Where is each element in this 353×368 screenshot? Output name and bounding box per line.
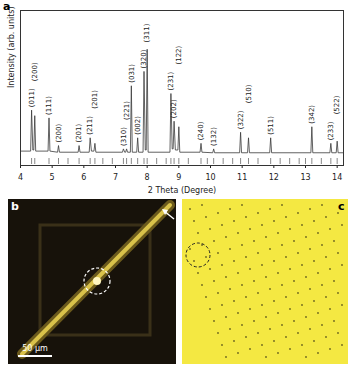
svg-text:(132): (132) (210, 127, 218, 146)
svg-text:8: 8 (145, 173, 150, 182)
svg-text:(511): (511) (267, 116, 275, 135)
svg-text:9: 9 (176, 173, 181, 182)
svg-text:(320): (320) (140, 49, 148, 68)
svg-text:(342): (342) (308, 105, 316, 124)
svg-text:(201): (201) (91, 90, 99, 109)
svg-text:(510): (510) (245, 84, 253, 103)
svg-text:(002): (002) (134, 116, 142, 135)
svg-text:(122): (122) (175, 45, 183, 64)
svg-text:(322): (322) (237, 110, 245, 129)
svg-text:(111): (111) (45, 96, 53, 115)
svg-text:4: 4 (18, 173, 23, 182)
svg-text:(233): (233) (327, 121, 335, 140)
svg-text:(240): (240) (197, 121, 205, 140)
svg-text:(221): (221) (123, 101, 131, 120)
svg-text:(201): (201) (75, 123, 83, 142)
svg-text:11: 11 (237, 173, 247, 182)
svg-text:(011): (011) (28, 88, 36, 107)
svg-text:b: b (11, 200, 19, 213)
svg-text:2 Theta (Degree): 2 Theta (Degree) (148, 186, 216, 195)
svg-text:(231): (231) (167, 71, 175, 90)
svg-text:Intensity (arb. units): Intensity (arb. units) (7, 6, 16, 88)
svg-text:13: 13 (300, 173, 310, 182)
svg-text:14: 14 (332, 173, 342, 182)
svg-text:(522): (522) (333, 95, 341, 114)
svg-text:6: 6 (81, 173, 86, 182)
svg-text:(311): (311) (143, 23, 151, 42)
svg-text:5: 5 (50, 173, 55, 182)
svg-text:(200): (200) (31, 62, 39, 81)
svg-text:c: c (338, 200, 345, 213)
svg-text:(200): (200) (55, 123, 63, 142)
svg-text:(202): (202) (170, 99, 178, 118)
svg-text:(310): (310) (120, 127, 128, 146)
svg-text:50 μm: 50 μm (22, 344, 48, 353)
svg-text:7: 7 (113, 173, 118, 182)
svg-text:(031): (031) (128, 64, 136, 83)
svg-text:12: 12 (269, 173, 279, 182)
svg-text:10: 10 (205, 173, 215, 182)
svg-text:(211): (211) (86, 116, 94, 135)
